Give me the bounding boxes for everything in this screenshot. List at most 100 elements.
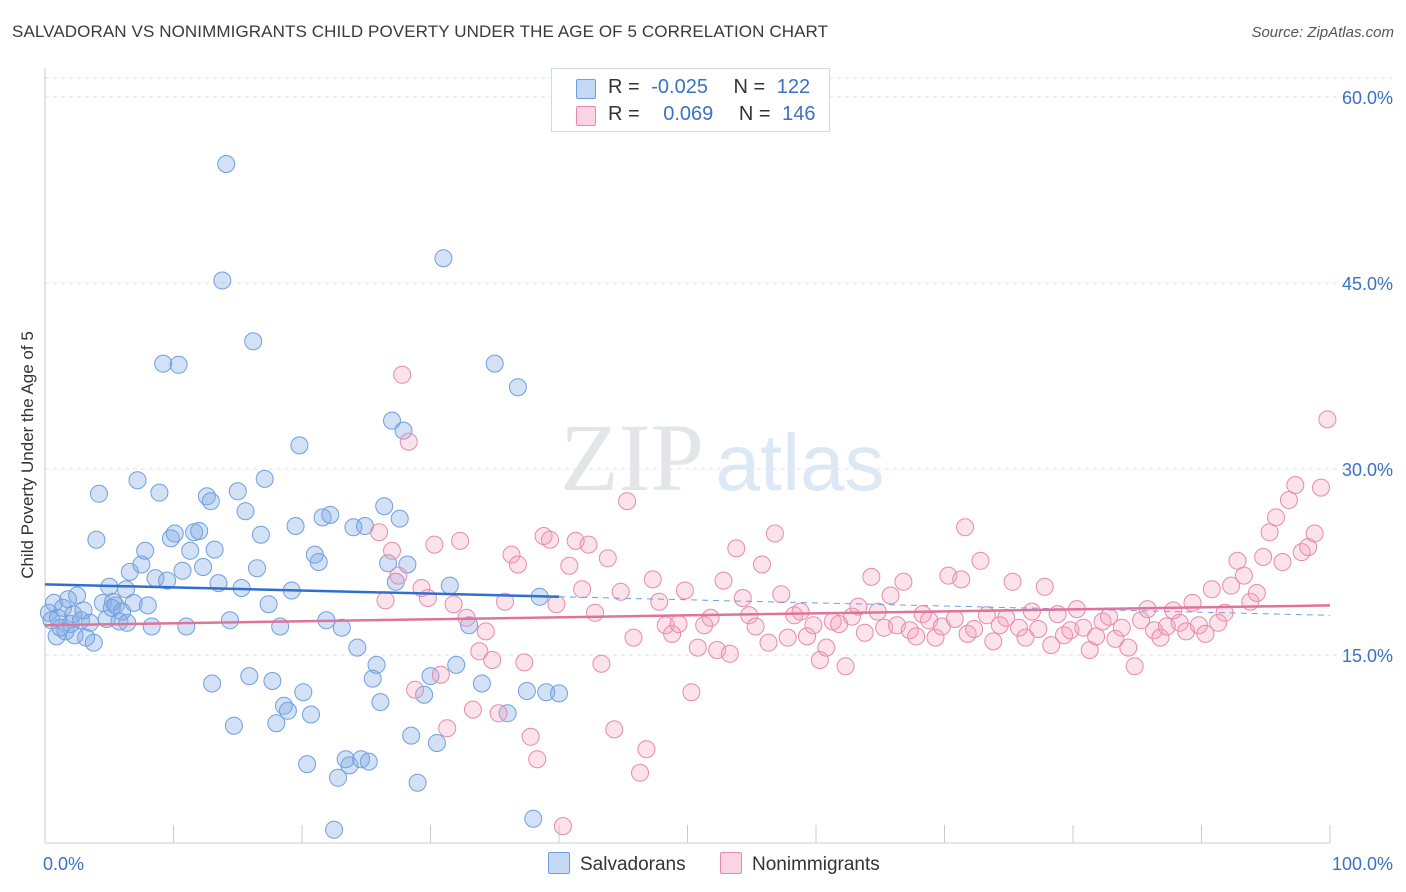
data-point [485,354,504,373]
y-tick-label: 45.0% [1342,274,1393,294]
watermark: ZIP atlas [560,404,884,511]
data-point [1151,628,1170,647]
data-point [1125,657,1144,676]
data-point [907,627,926,646]
y-tick-label: 60.0% [1342,88,1393,108]
data-point [389,566,408,585]
data-point [524,809,543,828]
legend-r-value: 0.069 [663,103,714,125]
data-point [302,705,320,724]
data-point [727,539,746,558]
data-point [298,755,317,774]
data-point [586,603,604,622]
data-point [1087,627,1106,646]
stats-legend: R = -0.025 N = 122 R = 0.069 N = 146 [551,68,830,132]
data-point [248,559,266,578]
data-point [84,633,103,652]
data-point [1196,624,1215,643]
data-point [1267,508,1285,527]
data-point [956,518,975,537]
legend-n-value: 146 [782,103,816,125]
data-point [376,591,395,610]
data-point [244,332,263,351]
data-point [425,535,444,554]
legend-n-label: N = [733,76,766,98]
data-point [971,551,990,570]
series-salvadorans [39,155,568,839]
data-point [408,773,427,792]
data-point [205,540,224,559]
data-point [611,582,630,601]
data-point [383,541,401,560]
data-point [169,355,188,374]
data-point [367,655,386,674]
data-point [1035,577,1054,596]
data-point [39,603,58,622]
data-point [778,628,797,647]
legend-n-label: N = [738,103,771,125]
data-point [418,589,437,607]
data-point [1209,613,1228,632]
data-point [431,665,450,684]
data-point [663,624,682,643]
data-point [489,704,508,723]
data-point [598,549,617,568]
data-point [332,618,351,637]
data-point [150,483,169,502]
data-point [984,632,1003,651]
grid-lines [45,77,1392,656]
legend-r-label: R = [608,76,640,98]
data-point [438,719,457,738]
data-point [267,714,286,733]
data-point [217,155,236,173]
data-point [68,586,87,605]
data-point [547,595,566,614]
data-point [515,653,534,672]
data-point [517,682,536,700]
data-point [81,613,99,632]
data-point [701,608,720,627]
data-point [65,626,84,645]
data-point [363,669,382,688]
data-point [359,752,378,771]
data-point [695,616,714,635]
data-point [224,716,243,735]
data-point [675,581,694,600]
data-point [321,505,340,524]
data-point [1074,618,1093,637]
data-point [406,680,425,699]
data-point [1312,478,1330,497]
series-nonimmigrants [370,365,1337,836]
data-point [855,623,874,642]
data-point [1112,618,1131,637]
data-point [142,617,161,636]
data-point [483,651,502,669]
data-point [194,558,213,576]
data-point [1222,576,1241,595]
legend-r-value: -0.025 [651,76,708,98]
data-point [637,740,656,759]
data-point [309,553,328,571]
data-point [213,271,232,290]
data-point [965,620,984,638]
data-point [894,572,913,591]
data-point [1254,548,1273,566]
data-point [451,531,470,550]
watermark-zip: ZIP [560,404,704,511]
trend-lines [44,583,1331,627]
data-point [1202,580,1221,599]
data-point [1305,524,1324,543]
data-point [228,482,247,501]
data-point [1279,491,1298,509]
data-point [804,616,823,635]
data-point [508,555,527,574]
bottom-legend-swatch-blue [548,852,570,874]
data-point [1318,410,1337,429]
data-point [463,700,482,719]
data-point [290,436,309,455]
data-point [294,683,313,702]
data-point [128,471,147,490]
data-point [154,354,173,373]
data-point [521,727,540,746]
